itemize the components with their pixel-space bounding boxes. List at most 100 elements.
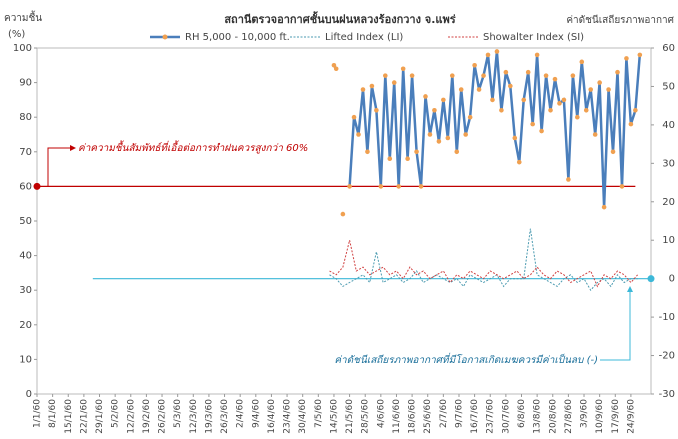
annotation-arrow [47,147,70,186]
x-tick-label: 3/9/60 [580,399,590,428]
marker [606,87,611,92]
y-tick-label: 70 [19,147,32,158]
marker [615,69,620,75]
legend-item: Lifted Index (LI) [290,32,403,43]
x-tick-label: 12/2/60 [126,399,136,434]
marker [356,132,361,137]
y-tick-label: 0 [26,389,32,400]
marker [418,184,424,189]
marker [557,101,562,106]
marker [467,114,473,120]
x-tick-label: 26/3/60 [220,399,230,434]
legend-label: Showalter Index (SI) [483,32,584,43]
y-tick-label: 80 [19,112,32,123]
marker [331,63,337,68]
x-tick-label: 7/5/60 [314,399,324,428]
y2-tick-label: 30 [662,158,675,169]
marker [400,66,406,72]
marker [365,149,370,155]
marker [432,107,437,113]
y-tick-label: 40 [19,251,32,262]
x-tick-label: 16/7/60 [470,399,480,434]
x-tick-label: 25/6/60 [423,399,433,434]
marker [463,132,468,137]
marker [619,184,625,189]
legend-item: Showalter Index (SI) [448,32,584,43]
x-tick-label: 20/8/60 [548,399,558,434]
marker [476,87,482,92]
marker [481,73,486,78]
x-tick-label: 4/6/60 [376,399,386,428]
marker [583,107,589,113]
marker [405,156,410,162]
marker [530,121,535,127]
marker [516,159,522,165]
y-tick-label: 90 [19,78,32,89]
marker [396,184,402,189]
annotation-arrows [47,145,633,361]
marker [472,63,477,68]
legend-item: RH 5,000 - 10,000 ft. [150,32,290,43]
marker [552,76,558,82]
marker [449,73,455,78]
marker [458,87,464,92]
y2-axis-label: ค่าดัชนีเสถียรภาพอากาศ [566,14,674,26]
marker [499,107,504,113]
chart-title: สถานีตรวจอากาศชั้นบนฝนหลวงร้องกวาง จ.แพร… [224,11,455,26]
marker [503,69,509,75]
y-tick-label: 60 [19,181,32,192]
series-line [329,228,638,292]
x-tick-label: 30/4/60 [298,399,308,434]
x-tick-label: 8/1/60 [48,399,58,428]
marker [508,83,513,89]
annotation: ค่าดัชนีเสถียรภาพอากาศที่มีโอกาสเกิดเมฆค… [334,352,598,366]
marker [441,97,446,103]
marker [333,66,339,72]
marker [387,156,393,162]
x-tick-label: 5/2/60 [111,399,121,428]
y2-tick-label: 0 [669,274,675,285]
x-tick-label: 11/6/60 [392,399,402,434]
marker [494,49,500,54]
y2-tick-label: 50 [662,81,675,92]
arrowhead [627,286,633,292]
y2-tick-label: 20 [662,197,675,208]
x-tick-label: 13/8/60 [533,399,543,434]
marker [539,128,544,134]
x-tick-label: 10/9/60 [595,399,605,434]
marker [575,114,580,120]
marker [592,132,598,137]
x-tick-label: 15/1/60 [64,399,74,434]
marker [588,87,594,92]
legend-label: RH 5,000 - 10,000 ft. [185,32,290,43]
series-line [348,51,642,208]
marker [561,97,567,103]
x-tick-label: 1/1/60 [33,399,43,428]
y-axis-unit: (%) [8,29,25,40]
x-tick-label: 24/9/60 [626,399,636,434]
marker [423,94,428,99]
x-tick-label: 16/4/60 [267,399,277,434]
y-tick-label: 50 [19,216,32,227]
legend-marker [162,34,168,40]
marker [579,59,585,65]
marker [624,56,629,61]
x-tick-label: 9/4/60 [251,399,261,428]
marker [485,52,491,58]
marker [360,87,366,92]
y-tick-label: 100 [13,43,32,54]
marker [628,121,634,127]
x-tick-label: 19/2/60 [142,399,152,434]
x-tick-label: 2/4/60 [236,399,246,428]
marker [543,73,549,78]
marker [610,149,616,155]
y2-tick-label: -20 [659,351,675,362]
marker [427,132,433,137]
x-tick-label: 28/5/60 [361,399,371,434]
y2-tick-label: 40 [662,120,675,131]
y-tick-label: 10 [19,354,32,365]
marker [637,52,643,58]
arrowhead [70,145,76,151]
marker [521,97,527,103]
